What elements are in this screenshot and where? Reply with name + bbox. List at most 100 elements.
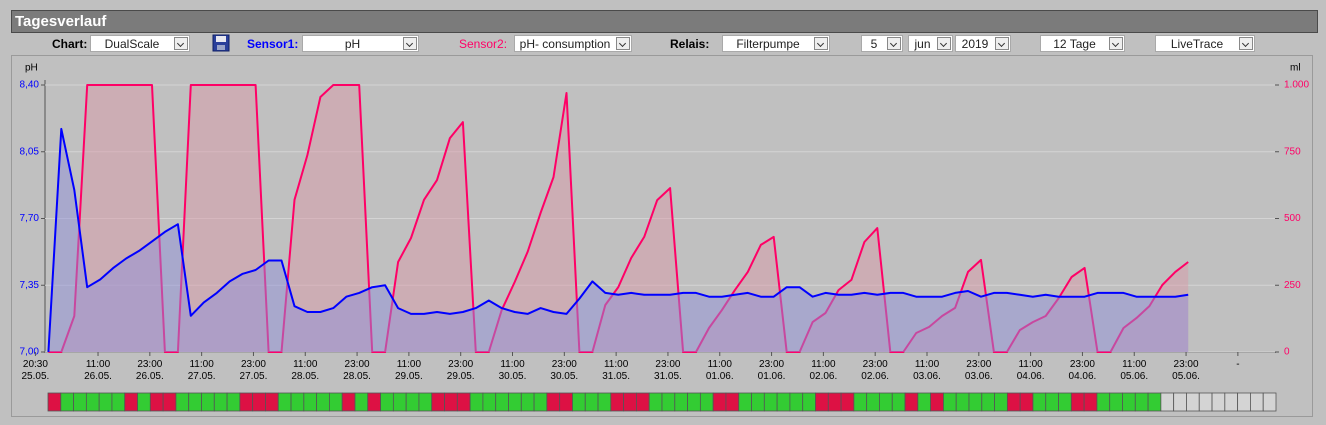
relay-cell xyxy=(674,392,688,412)
x-tick-label: 23:00 27.05. xyxy=(239,359,268,382)
relay-cell xyxy=(1134,392,1149,412)
relay-cell xyxy=(380,392,394,412)
relay-cell xyxy=(1198,392,1213,412)
day-select[interactable]: 5 xyxy=(861,35,903,52)
relay-cell xyxy=(73,392,87,412)
relay-cell xyxy=(827,392,842,412)
x-tick-label: 11:00 30.05. xyxy=(498,359,527,382)
relay-cell xyxy=(917,392,932,412)
relay-cell xyxy=(1186,392,1200,412)
year-select[interactable]: 2019 xyxy=(955,35,1011,52)
relay-cell xyxy=(162,392,177,412)
relay-cell xyxy=(303,392,318,412)
y-tick-label: 8,40 xyxy=(20,80,40,91)
relay-cell xyxy=(1070,392,1085,412)
y2-tick-label: 750 xyxy=(1284,146,1301,157)
relay-cell xyxy=(1019,392,1034,412)
relay-cell xyxy=(85,392,100,412)
month-select[interactable]: jun xyxy=(908,35,953,52)
relay-cell xyxy=(239,392,254,412)
x-tick-label: 11:00 02.06. xyxy=(809,359,838,382)
x-tick-label: 11:00 01.06. xyxy=(705,359,734,382)
relay-cell xyxy=(213,392,228,412)
relay-cell xyxy=(687,392,701,412)
relay-cell xyxy=(469,392,484,412)
series-area xyxy=(48,128,1189,352)
relay-cell xyxy=(316,392,330,412)
relay-cell xyxy=(175,392,190,412)
relay-cell xyxy=(840,392,855,412)
relay-cell xyxy=(1096,392,1111,412)
relay-cell xyxy=(802,392,816,412)
x-tick-label: 11:00 28.05. xyxy=(291,359,320,382)
y2-tick-label: 500 xyxy=(1284,213,1301,224)
chart-panel xyxy=(11,55,1313,417)
relay-cell xyxy=(712,392,727,412)
relay-cell xyxy=(405,392,420,412)
relay-cell xyxy=(636,392,650,412)
select-text: Filterpumpe xyxy=(736,37,800,51)
relay-cell xyxy=(1045,392,1059,412)
sensor2-select[interactable]: pH- consumption xyxy=(514,35,632,52)
relay-cell xyxy=(1237,392,1251,412)
mode-select[interactable]: LiveTrace xyxy=(1155,35,1255,52)
select-text: 12 Tage xyxy=(1053,37,1096,51)
relay-cell xyxy=(763,392,778,412)
relay-cell xyxy=(226,392,241,412)
chart-select[interactable]: DualScale xyxy=(90,35,190,52)
relay-cell xyxy=(648,392,663,412)
range-select[interactable]: 12 Tage xyxy=(1040,35,1125,52)
relay-cell xyxy=(329,392,343,412)
relais-select[interactable]: Filterpumpe xyxy=(722,35,830,52)
select-text: pH- consumption xyxy=(519,37,611,51)
x-tick-label: 23:00 28.05. xyxy=(343,359,371,382)
select-text: 5 xyxy=(870,37,878,51)
y-tick-label: 7,70 xyxy=(20,213,40,224)
series-line xyxy=(47,127,1189,353)
relay-cell xyxy=(994,392,1008,412)
relay-cell xyxy=(751,392,765,412)
relay-cell xyxy=(815,392,829,412)
relay-cell xyxy=(1122,392,1136,412)
relay-cell xyxy=(610,392,625,412)
relais-label: Relais: xyxy=(670,37,710,51)
relay-cell xyxy=(188,392,202,412)
relay-cell xyxy=(277,392,292,412)
relay-cell xyxy=(955,392,970,412)
relay-cell xyxy=(891,392,906,412)
relay-cell xyxy=(533,392,548,412)
select-text: 2019 xyxy=(961,37,989,51)
relay-cell xyxy=(623,392,637,412)
relay-cell xyxy=(201,392,215,412)
x-tick-label: 11:00 26.05. xyxy=(84,359,112,382)
x-tick-label: 23:00 31.05. xyxy=(654,359,682,382)
relay-cell xyxy=(597,392,612,412)
relay-cell xyxy=(98,392,113,412)
sensor1-select[interactable]: pH xyxy=(302,35,419,52)
relay-cell xyxy=(930,392,944,412)
relay-cell xyxy=(1147,392,1162,412)
select-text: DualScale xyxy=(104,37,160,51)
relay-cell xyxy=(392,392,407,412)
relay-cell xyxy=(456,392,471,412)
x-tick-label: - xyxy=(1236,359,1240,370)
relay-cell xyxy=(1250,392,1264,412)
save-icon[interactable] xyxy=(212,34,230,52)
y2-tick-label: 0 xyxy=(1284,347,1290,358)
relay-cell xyxy=(904,392,919,412)
relay-cell xyxy=(943,392,957,412)
x-tick-label: 23:00 03.06. xyxy=(964,359,993,382)
x-tick-label: 23:00 30.05. xyxy=(550,359,579,382)
y2-tick-label: 1.000 xyxy=(1284,80,1309,91)
x-tick-label: 11:00 04.06. xyxy=(1016,359,1045,382)
relay-cell xyxy=(341,392,356,412)
relay-cell xyxy=(853,392,868,412)
relay-cell xyxy=(1224,392,1239,412)
relay-cell xyxy=(482,392,497,412)
x-tick-label: 20:30 25.05. xyxy=(21,359,50,382)
select-text: jun xyxy=(914,37,931,51)
select-text: pH xyxy=(344,37,361,51)
relay-cell xyxy=(354,392,369,412)
